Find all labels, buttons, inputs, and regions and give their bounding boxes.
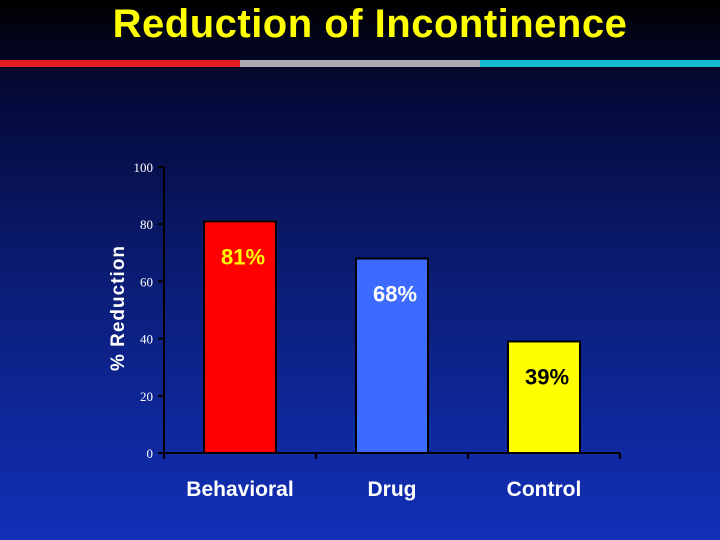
bar (507, 340, 581, 454)
title-divider (0, 60, 720, 67)
chart-labels: 81% Behavioral 68% Drug 39% Control (186, 244, 581, 501)
x-tick-label: Control (507, 478, 582, 501)
title-divider-red (0, 60, 240, 67)
y-tick-label: 80 (140, 217, 153, 232)
bar-value-label: 81% (221, 244, 265, 269)
y-tick-label: 100 (134, 160, 154, 175)
bar (203, 220, 277, 454)
bar-value-label: 68% (373, 282, 417, 307)
y-tick-label: 0 (147, 446, 154, 461)
page-title: Reduction of Incontinence (112, 2, 628, 46)
y-axis-label: % Reduction (108, 245, 129, 371)
chart-bars (203, 220, 581, 454)
title-divider-cyan (480, 60, 720, 67)
x-tick-label: Behavioral (186, 478, 293, 501)
x-tick-label: Drug (368, 478, 417, 501)
y-tick-label: 20 (140, 389, 153, 404)
y-tick-label: 40 (140, 332, 153, 347)
title-divider-gray (240, 60, 480, 67)
y-tick-label: 60 (140, 274, 153, 289)
bar (355, 257, 429, 454)
bar-value-label: 39% (525, 364, 569, 389)
